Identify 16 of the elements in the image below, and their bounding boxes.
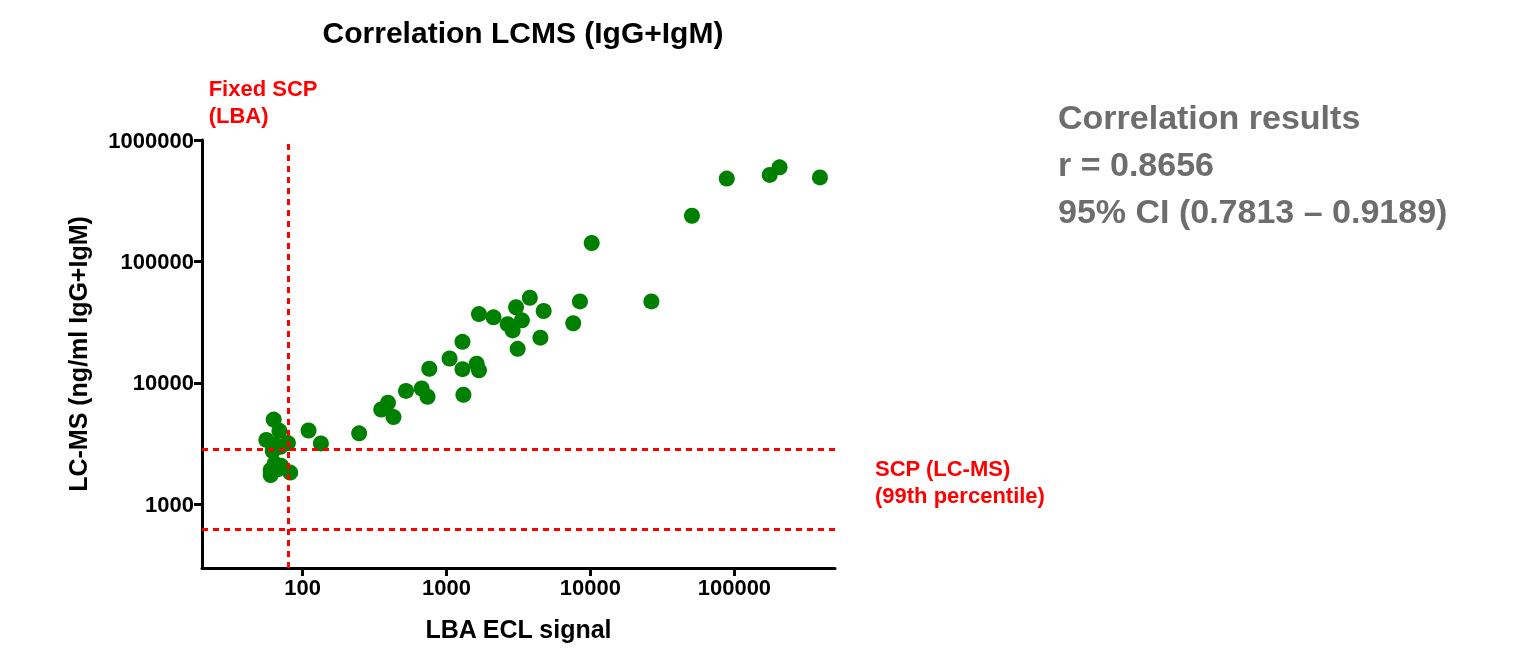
text: Correlation results <box>1058 98 1361 136</box>
y-tick-label: 1000000 <box>108 127 194 153</box>
y-tick-label: 1000 <box>145 491 194 517</box>
y-axis-title: LC-MS (ng/ml IgG+IgM) <box>63 216 92 492</box>
chart-title: Correlation LCMS (IgG+IgM) <box>322 15 724 49</box>
ref-line-label: SCP (LC-MS) (99th percentile) <box>875 456 1045 509</box>
x-tick-label: 100 <box>284 574 321 600</box>
x-axis-title: LBA ECL signal <box>425 614 612 643</box>
ref-line-label: Fixed SCP (LBA) <box>208 76 318 128</box>
x-tick-label: 1000 <box>422 574 472 600</box>
y-tick-label: 10000 <box>132 370 194 396</box>
x-tick-label: 10000 <box>559 574 622 600</box>
text: r = 0.8656 <box>1058 145 1214 183</box>
x-tick-label: 100000 <box>697 574 772 600</box>
y-tick-label: 100000 <box>120 248 194 274</box>
text: 95% CI (0.7813 – 0.9189) <box>1058 192 1448 230</box>
